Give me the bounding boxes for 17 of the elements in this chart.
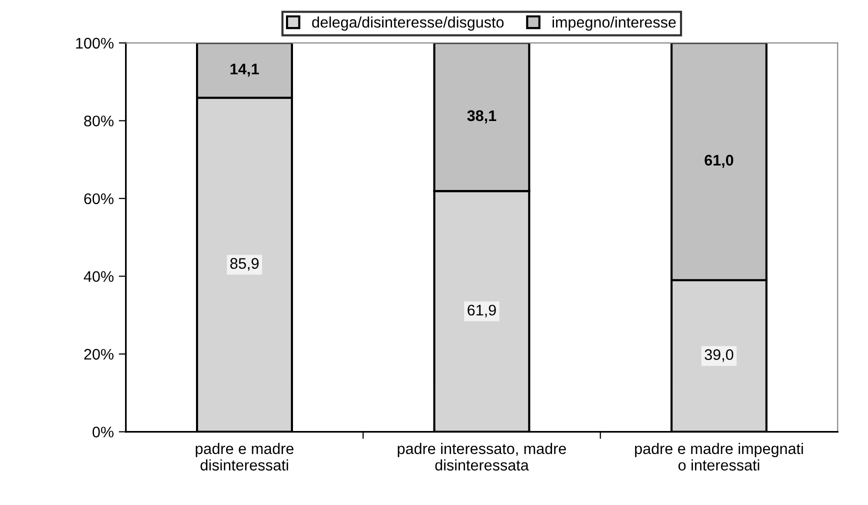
data-label: 38,1 — [467, 110, 496, 124]
data-label: 61,9 — [468, 304, 496, 318]
y-tick-label: 60% — [84, 193, 114, 204]
legend-label: impegno/interesse — [552, 16, 676, 31]
data-label: 39,0 — [704, 349, 734, 362]
data-label: 14,1 — [230, 64, 259, 77]
data-label: 61,0 — [704, 154, 734, 168]
y-tick-label: 80% — [84, 116, 114, 126]
data-label: 85,9 — [230, 258, 259, 271]
y-tick-label: 20% — [84, 348, 114, 360]
x-tick-label: padre interessato, madre disinteressata — [398, 442, 566, 471]
y-tick-label: 0% — [92, 426, 114, 438]
legend-label: delega/disinteresse/disgusto — [312, 16, 504, 31]
y-tick-label: 40% — [84, 271, 114, 282]
x-tick-label: padre e madre disinteressati — [196, 442, 294, 471]
x-tick-label: padre e madre impegnati o interessati — [635, 442, 803, 471]
y-tick-label: 100% — [76, 38, 114, 49]
